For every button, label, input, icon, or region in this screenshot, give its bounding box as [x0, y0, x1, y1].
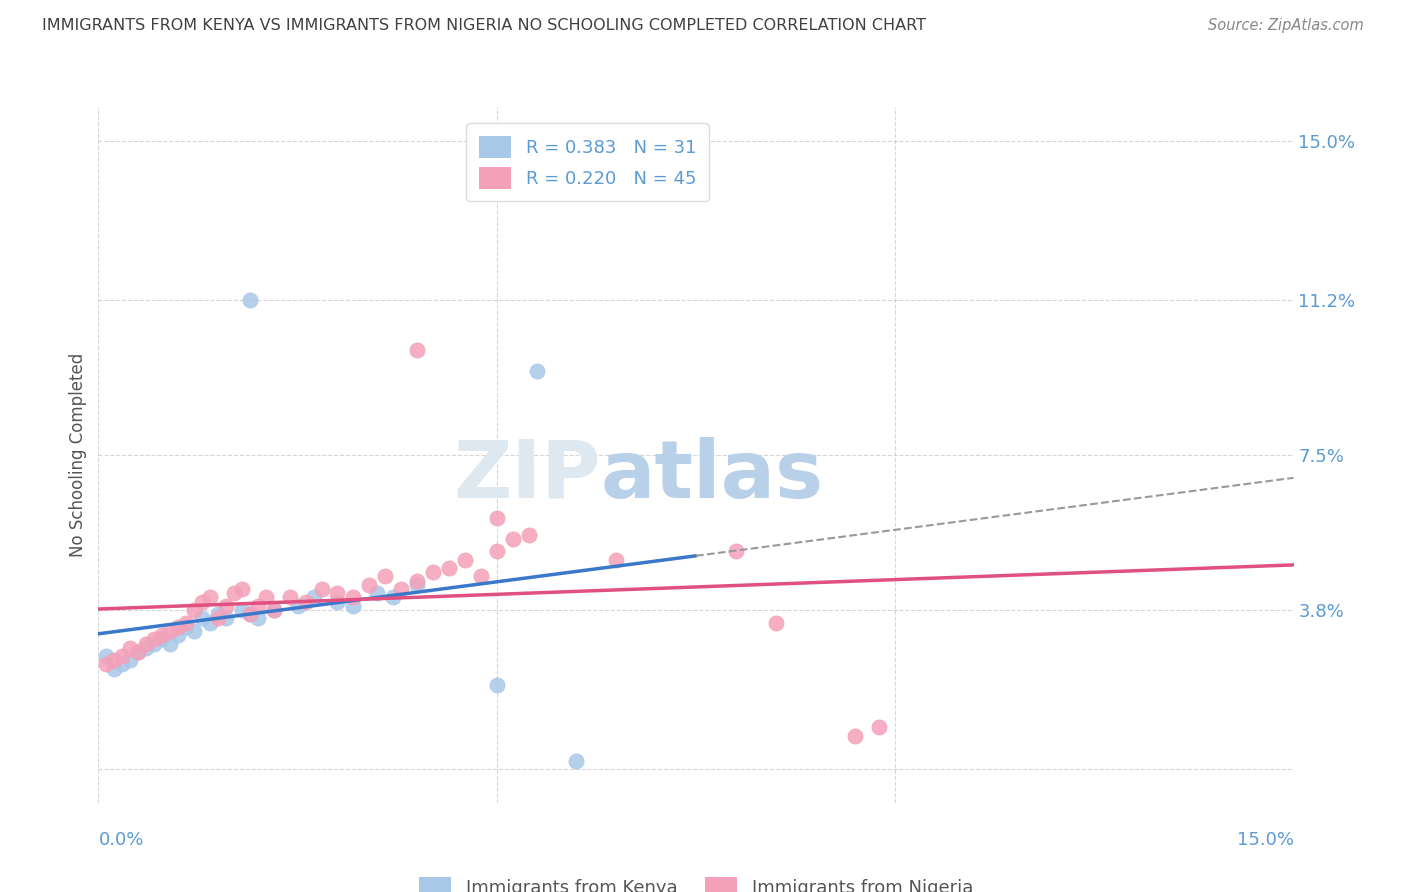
- Point: [103, 653, 125, 667]
- Point: [183, 603, 205, 617]
- Point: [135, 640, 157, 655]
- Point: [374, 569, 396, 583]
- Point: [239, 293, 262, 307]
- Point: [294, 594, 316, 608]
- Point: [470, 569, 492, 583]
- Point: [868, 720, 890, 734]
- Point: [111, 657, 134, 672]
- Point: [326, 594, 349, 608]
- Point: [159, 624, 181, 638]
- Point: [239, 607, 262, 622]
- Point: [174, 615, 197, 630]
- Point: [231, 582, 253, 596]
- Point: [311, 582, 333, 596]
- Point: [254, 591, 277, 605]
- Point: [231, 603, 253, 617]
- Point: [246, 611, 269, 625]
- Point: [191, 594, 214, 608]
- Point: [127, 645, 149, 659]
- Point: [215, 599, 238, 613]
- Text: atlas: atlas: [600, 437, 824, 515]
- Point: [406, 578, 429, 592]
- Point: [765, 615, 787, 630]
- Point: [406, 343, 429, 358]
- Point: [174, 620, 197, 634]
- Point: [342, 591, 364, 605]
- Point: [215, 611, 238, 625]
- Point: [382, 591, 405, 605]
- Point: [150, 628, 173, 642]
- Point: [143, 632, 166, 647]
- Point: [302, 591, 325, 605]
- Point: [207, 611, 229, 625]
- Point: [111, 649, 134, 664]
- Point: [120, 653, 142, 667]
- Point: [167, 620, 190, 634]
- Point: [222, 586, 245, 600]
- Text: IMMIGRANTS FROM KENYA VS IMMIGRANTS FROM NIGERIA NO SCHOOLING COMPLETED CORRELAT: IMMIGRANTS FROM KENYA VS IMMIGRANTS FROM…: [42, 18, 927, 33]
- Text: ZIP: ZIP: [453, 437, 600, 515]
- Point: [485, 510, 508, 524]
- Point: [120, 640, 142, 655]
- Point: [263, 603, 285, 617]
- Point: [191, 611, 214, 625]
- Point: [502, 532, 524, 546]
- Text: Source: ZipAtlas.com: Source: ZipAtlas.com: [1208, 18, 1364, 33]
- Point: [278, 591, 301, 605]
- Point: [135, 636, 157, 650]
- Legend: Immigrants from Kenya, Immigrants from Nigeria: Immigrants from Kenya, Immigrants from N…: [411, 868, 981, 892]
- Point: [437, 561, 460, 575]
- Point: [389, 582, 412, 596]
- Y-axis label: No Schooling Completed: No Schooling Completed: [69, 353, 87, 557]
- Point: [167, 628, 190, 642]
- Point: [96, 657, 118, 672]
- Point: [605, 552, 627, 566]
- Point: [517, 527, 540, 541]
- Point: [103, 662, 125, 676]
- Point: [342, 599, 364, 613]
- Point: [366, 586, 388, 600]
- Point: [454, 552, 477, 566]
- Text: 0.0%: 0.0%: [98, 830, 143, 848]
- Point: [326, 586, 349, 600]
- Point: [207, 607, 229, 622]
- Point: [526, 364, 548, 378]
- Point: [150, 632, 173, 647]
- Point: [239, 607, 262, 622]
- Point: [96, 649, 118, 664]
- Point: [485, 544, 508, 558]
- Point: [287, 599, 309, 613]
- Text: 15.0%: 15.0%: [1236, 830, 1294, 848]
- Point: [143, 636, 166, 650]
- Point: [844, 729, 866, 743]
- Point: [263, 603, 285, 617]
- Point: [565, 754, 588, 768]
- Point: [198, 615, 221, 630]
- Point: [127, 645, 149, 659]
- Point: [406, 574, 429, 588]
- Point: [422, 566, 444, 580]
- Point: [359, 578, 381, 592]
- Point: [485, 678, 508, 692]
- Point: [159, 636, 181, 650]
- Point: [724, 544, 747, 558]
- Point: [183, 624, 205, 638]
- Point: [198, 591, 221, 605]
- Point: [246, 599, 269, 613]
